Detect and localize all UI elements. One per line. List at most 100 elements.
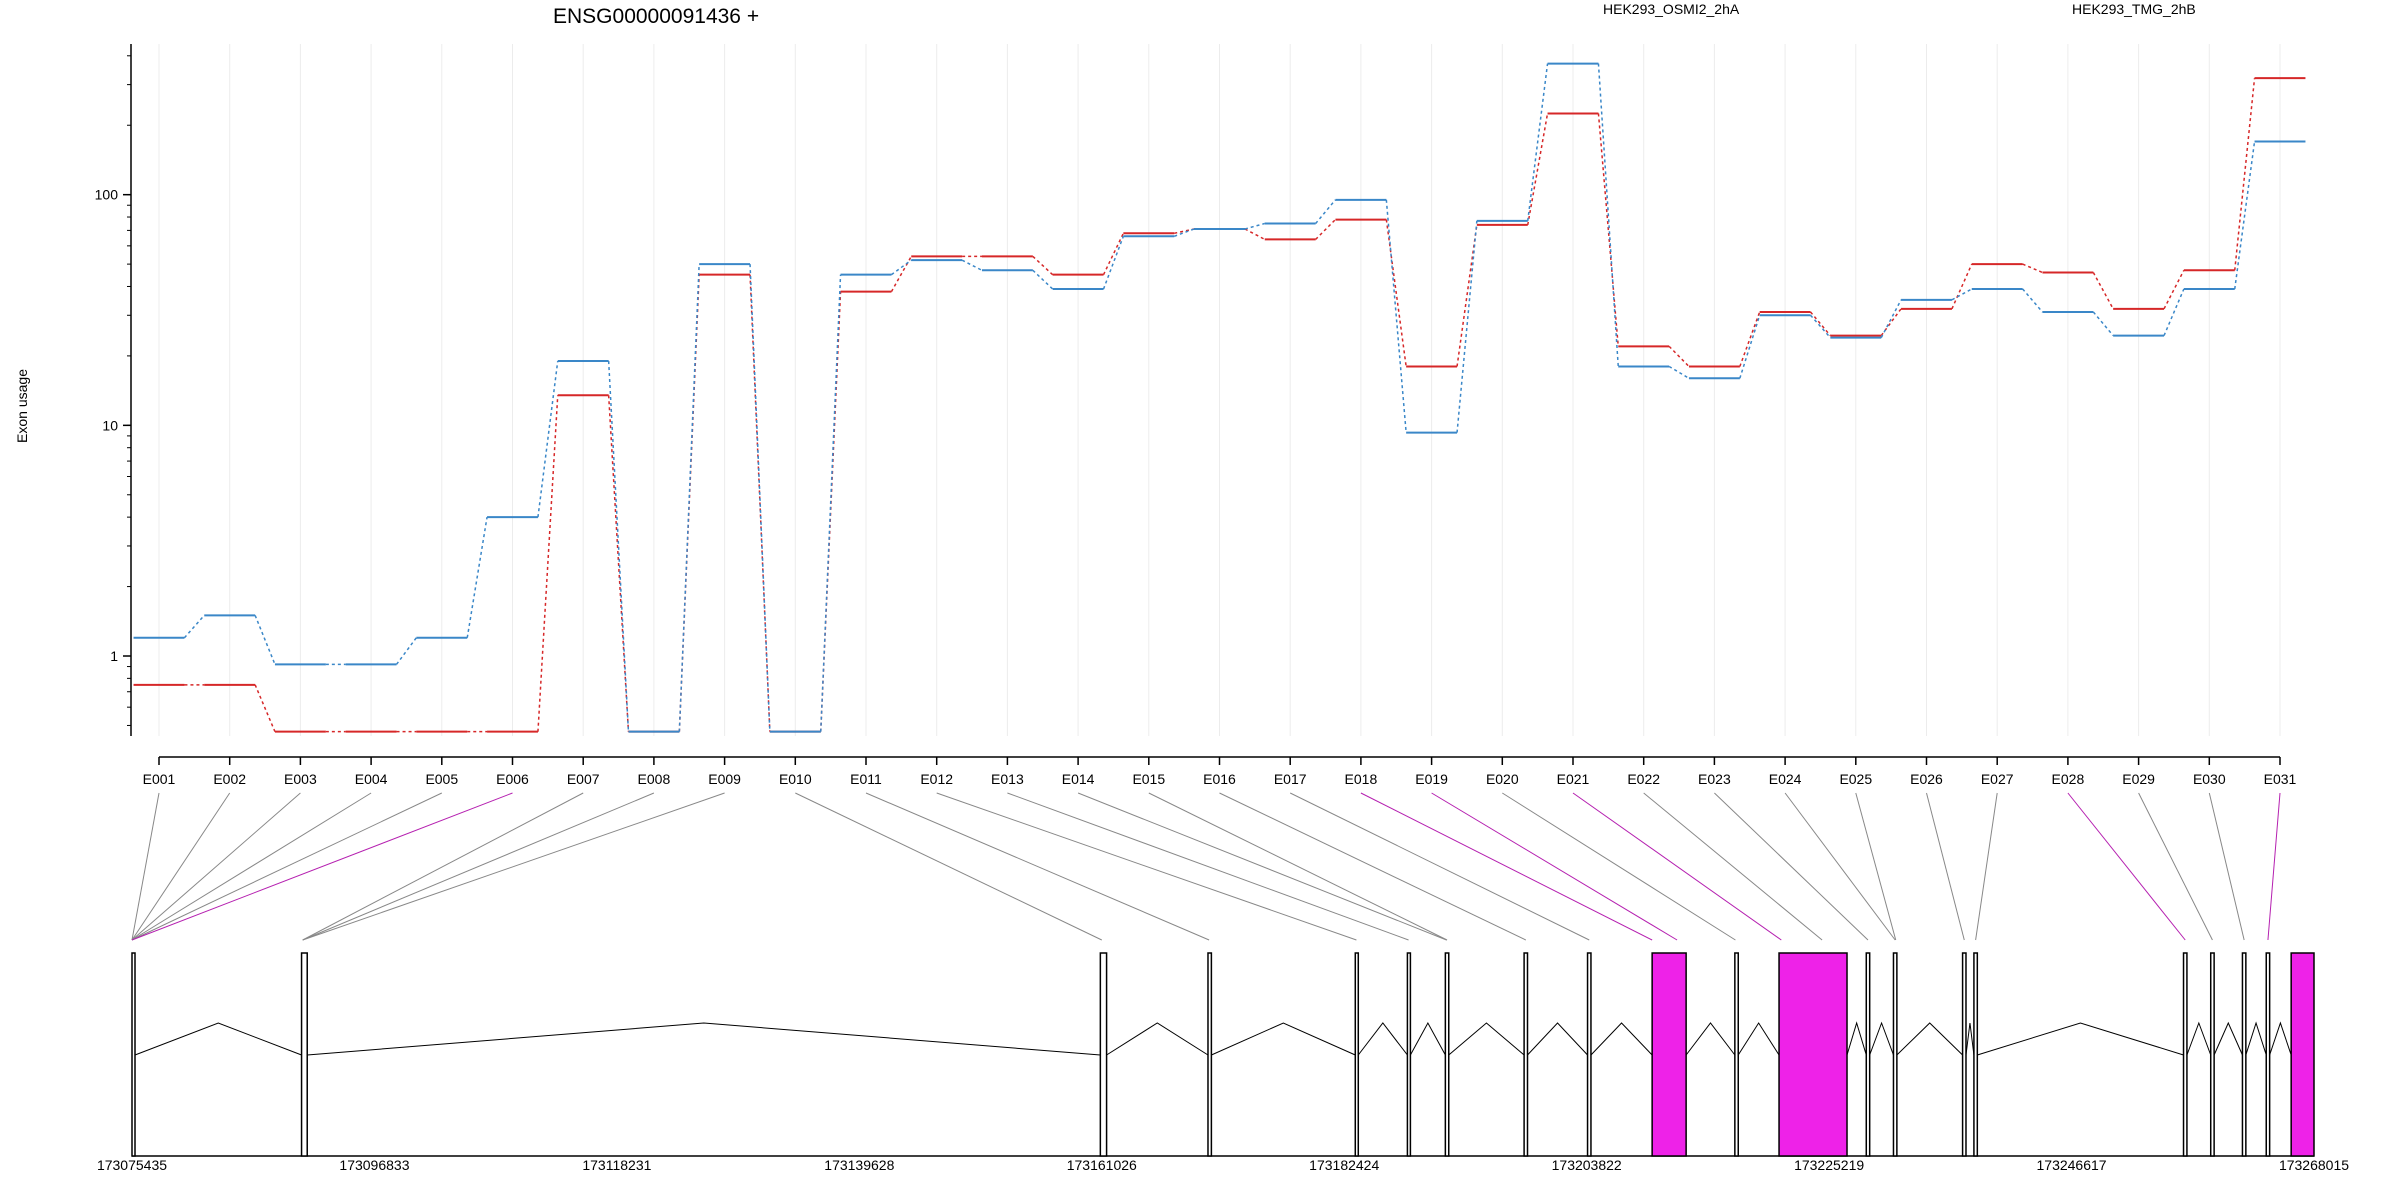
- x-tick-label: E003: [284, 771, 317, 787]
- x-tick-label: E018: [1345, 771, 1378, 787]
- intron-line: [1357, 1022, 1408, 1056]
- x-tick-label: E009: [708, 771, 741, 787]
- series-connector-2: [254, 615, 276, 665]
- exon-box: [1734, 952, 1739, 1157]
- exon-box: [2241, 952, 2247, 1157]
- exon-connector-line: [302, 792, 725, 941]
- exon-box: [1778, 952, 1848, 1157]
- x-tick-label: E015: [1132, 771, 1165, 787]
- series-connector-1: [1032, 255, 1054, 276]
- x-tick-label: E004: [355, 771, 388, 787]
- x-tick-label: E005: [425, 771, 458, 787]
- x-tick-label: E017: [1274, 771, 1307, 787]
- coordinate-tick-label: 173161026: [1067, 1157, 1137, 1173]
- series-connector-1: [1951, 263, 1973, 310]
- x-tick-label: E025: [1839, 771, 1872, 787]
- series-connector-2: [183, 614, 205, 639]
- y-axis-label: Exon usage: [14, 369, 30, 443]
- vertical-gridlines: [158, 44, 2281, 736]
- x-tick-label: E008: [638, 771, 671, 787]
- x-tick-label: E010: [779, 771, 812, 787]
- series-connector-2: [1880, 299, 1902, 338]
- coordinate-tick-label: 173075435: [97, 1157, 167, 1173]
- coordinate-tick-label: 173203822: [1552, 1157, 1622, 1173]
- series-connector-2: [1385, 199, 1407, 433]
- intron-line: [134, 1022, 302, 1056]
- series-connector-2: [466, 517, 488, 638]
- intron-line: [1846, 1021, 1867, 1056]
- x-tick-label: E016: [1203, 771, 1236, 787]
- intron-line: [1409, 1021, 1446, 1056]
- coordinate-tick-label: 173268015: [2279, 1157, 2349, 1173]
- series-connector-1: [1527, 113, 1549, 225]
- intron-line: [1685, 1022, 1736, 1056]
- series-connector-2: [1809, 314, 1831, 339]
- exon-connector-line: [1219, 792, 1527, 941]
- series-connector-1: [1668, 345, 1690, 367]
- x-tick-label: E013: [991, 771, 1024, 787]
- exon-connector-line: [131, 792, 443, 941]
- exon-connector-line: [1077, 792, 1447, 941]
- series-connector-2: [1597, 63, 1619, 367]
- series-connector-2: [2163, 288, 2185, 336]
- series-connector-2: [678, 264, 700, 732]
- x-tick-label: E021: [1557, 771, 1590, 787]
- exon-box: [1651, 952, 1687, 1157]
- exon-connector-line: [131, 792, 372, 941]
- intron-line: [1527, 1022, 1588, 1056]
- exon-connector-line: [1784, 792, 1896, 941]
- x-tick-label: E031: [2264, 771, 2297, 787]
- intron-line: [2245, 1021, 2267, 1056]
- exon-box: [2209, 952, 2215, 1157]
- coordinate-tick-label: 173139628: [824, 1157, 894, 1173]
- intron-line: [2213, 1021, 2243, 1056]
- exon-connector-line: [795, 792, 1102, 941]
- series-connector-2: [1244, 222, 1265, 230]
- x-tick-label: E006: [496, 771, 529, 787]
- series-connector-1: [1385, 219, 1407, 367]
- series-connector-1: [1102, 232, 1125, 275]
- exon-box: [1865, 952, 1871, 1157]
- exon-box: [1354, 952, 1360, 1157]
- series-connector-1: [890, 256, 912, 292]
- series-connector-2: [2022, 288, 2044, 313]
- exon-box: [1961, 952, 1967, 1157]
- series-connector-1: [2092, 272, 2114, 310]
- series-connector-2: [1032, 269, 1054, 290]
- coordinate-tick-label: 173225219: [1794, 1157, 1864, 1173]
- series-connector-2: [1456, 220, 1478, 433]
- exon-box: [1406, 952, 1412, 1157]
- series-connector-2: [1102, 236, 1125, 290]
- exon-box: [1523, 952, 1529, 1157]
- intron-line: [2186, 1021, 2212, 1056]
- x-tick-label: E027: [1981, 771, 2014, 787]
- exon-connector-line: [2208, 792, 2245, 941]
- series-connector-2: [820, 274, 842, 732]
- coordinate-tick-label: 173096833: [339, 1157, 409, 1173]
- exon-connector-line: [1289, 792, 1590, 941]
- exon-box: [1207, 952, 1213, 1157]
- intron-line: [1965, 1022, 1975, 1056]
- legend-label-tmg: HEK293_TMG_2hB: [2072, 1, 2196, 17]
- x-tick-label: E014: [1062, 771, 1095, 787]
- series-connector-1: [2163, 269, 2185, 310]
- exon-connector-line: [302, 792, 655, 941]
- exon-connector-line: [131, 792, 301, 941]
- x-tick-label: E001: [143, 771, 176, 787]
- exon-connector-line: [131, 792, 231, 941]
- x-tick-label: E030: [2193, 771, 2226, 787]
- series-connector-1: [607, 395, 630, 732]
- x-tick-label: E007: [567, 771, 600, 787]
- legend-label-osmi: HEK293_OSMI2_2hA: [1603, 1, 1740, 17]
- exon-connector-line: [936, 792, 1357, 941]
- x-tick-label: E002: [213, 771, 246, 787]
- series-connector-2: [1951, 288, 1973, 301]
- series-connector-2: [961, 259, 983, 271]
- exon-box: [2182, 952, 2188, 1157]
- series-lines: [133, 62, 2306, 733]
- gene-model-track: 173075435 173096833 173118231 173139628 1731…: [97, 952, 2349, 1173]
- exon-connector-line: [131, 792, 513, 941]
- series-connector-1: [2022, 263, 2043, 274]
- exon-connector-line: [302, 792, 584, 941]
- coordinate-tick-label: 173182424: [1309, 1157, 1379, 1173]
